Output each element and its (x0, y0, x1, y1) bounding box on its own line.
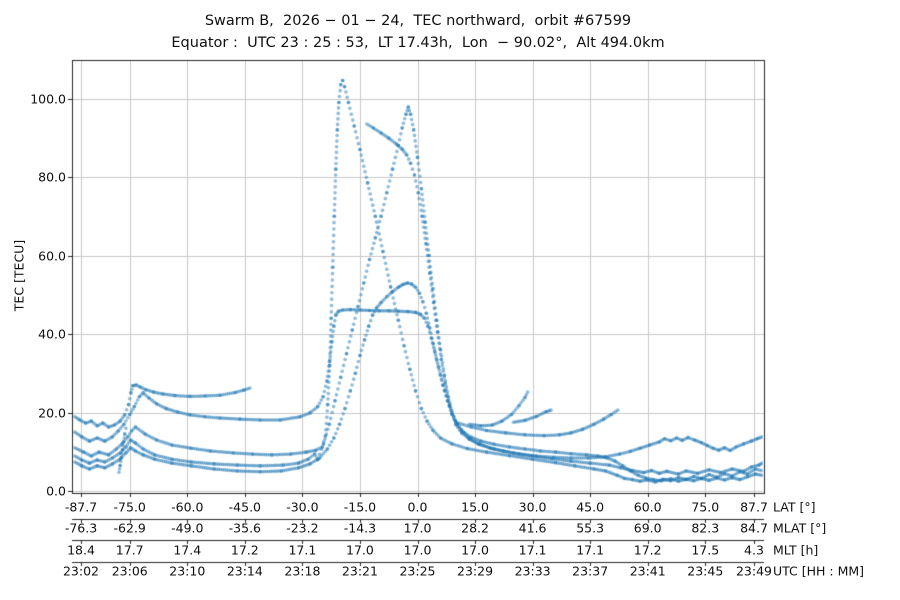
x-tick-label: 82.3 (691, 520, 720, 536)
x-tick-label: 30.0 (518, 499, 547, 514)
x-tick-label: 23:45 (687, 563, 724, 579)
x-tick-label: 23:33 (514, 563, 551, 579)
x-tick-label: 60.0 (633, 499, 662, 514)
y-tick-label: 0.0 (46, 483, 66, 499)
x-tick-label: -35.6 (228, 520, 261, 536)
x-tick-label: 23:06 (111, 563, 148, 579)
x-tick-label: -87.7 (64, 499, 98, 514)
x-tick-label: 23:29 (457, 563, 494, 579)
x-tick-label: 23:14 (226, 563, 263, 579)
x-tick-label: 23:18 (284, 563, 321, 579)
y-tick-label: 60.0 (38, 248, 66, 263)
x-tick-label: 0.0 (407, 499, 428, 514)
x-tick-label: 17.2 (230, 542, 259, 557)
x-tick-label: 18.4 (67, 542, 95, 557)
x-tick-label: 23:37 (572, 563, 609, 579)
x-tick-label: 23:41 (629, 563, 666, 579)
x-tick-label: 84.7 (740, 520, 768, 536)
x-tick-label: 17.1 (576, 542, 605, 557)
x-tick-label: 17.5 (691, 542, 720, 557)
x-tick-label: -14.3 (343, 520, 377, 536)
x-tick-label: 23:21 (341, 563, 378, 579)
x-row-caption: UTC [HH : MM] (773, 563, 865, 579)
x-tick-label: 17.0 (403, 542, 432, 557)
x-tick-label: 23:49 (735, 563, 773, 579)
x-tick-label: -23.2 (286, 520, 319, 536)
x-tick-label: -60.0 (171, 499, 204, 514)
y-tick-label: 100.0 (30, 91, 66, 106)
y-tick-label: 40.0 (38, 326, 66, 342)
x-tick-label: 69.0 (633, 520, 662, 536)
x-tick-label: 87.7 (740, 499, 768, 514)
x-tick-label: 15.0 (461, 499, 489, 514)
x-tick-label: 17.2 (633, 542, 662, 557)
x-tick-label: 17.0 (403, 520, 432, 536)
x-tick-label: 23:02 (62, 563, 100, 579)
x-tick-label: 23:10 (169, 563, 206, 579)
x-tick-label: 45.0 (576, 499, 605, 514)
x-tick-label: 28.2 (461, 520, 489, 536)
x-tick-label: 17.1 (288, 542, 317, 557)
x-tick-label: 41.6 (518, 520, 547, 536)
x-tick-label: -75.0 (113, 499, 146, 514)
x-tick-label: -62.9 (113, 520, 146, 536)
x-row-caption: MLT [h] (773, 542, 819, 557)
x-tick-label: 55.3 (576, 520, 605, 536)
x-tick-label: 75.0 (691, 499, 720, 514)
y-tick-label: 20.0 (38, 405, 66, 420)
x-row-caption: MLAT [°] (773, 520, 827, 536)
x-tick-label: -49.0 (171, 520, 204, 536)
x-tick-label: 17.4 (173, 542, 202, 557)
x-tick-label: 17.7 (115, 542, 144, 557)
y-tick-label: 80.0 (38, 169, 66, 185)
x-tick-label: 17.0 (461, 542, 489, 557)
x-row-caption: LAT [°] (773, 499, 816, 514)
x-tick-label: -15.0 (343, 499, 377, 514)
x-tick-label: 17.1 (518, 542, 547, 557)
x-tick-label: 23:25 (399, 563, 436, 579)
x-tick-label: -30.0 (286, 499, 319, 514)
x-tick-label: -45.0 (228, 499, 261, 514)
x-tick-label: 17.0 (346, 542, 374, 557)
x-tick-label: 4.3 (744, 542, 764, 557)
x-tick-label: -76.3 (64, 520, 98, 536)
